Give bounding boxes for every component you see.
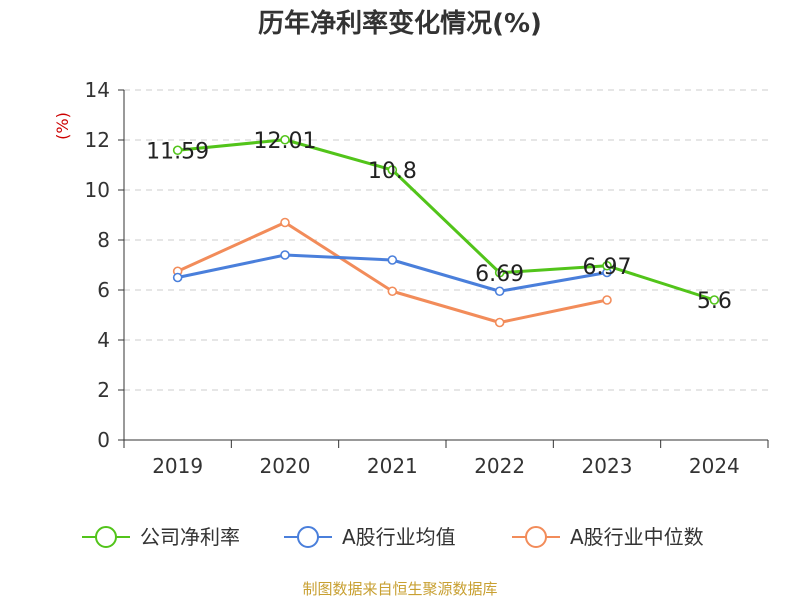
data-point (387, 165, 398, 175)
y-tick-label: 10 (85, 178, 110, 202)
y-axis-label: (%) (53, 112, 72, 140)
y-tick-label: 2 (97, 378, 110, 402)
data-label: 11.59 (146, 139, 209, 164)
y-tick-label: 6 (97, 278, 110, 302)
x-tick-label: 2023 (582, 454, 633, 478)
y-tick-label: 8 (97, 228, 110, 252)
data-point (172, 145, 183, 156)
data-labels: 11.59 12.01 10.8 6.69 6.97 5.6 (146, 129, 732, 314)
data-point (494, 286, 505, 297)
y-tick-label: 0 (97, 428, 110, 452)
data-point (387, 286, 398, 297)
legend[interactable]: 公司净利率 A股行业均值 A股行业中位数 (82, 525, 704, 549)
data-label: 12.01 (254, 129, 317, 154)
x-tick-label: 2022 (474, 454, 525, 478)
y-tick-label: 4 (97, 328, 110, 352)
x-tick-label: 2024 (689, 454, 740, 478)
x-tick-label: 2021 (367, 454, 418, 478)
series-line (177, 221, 608, 324)
legend-label: 公司净利率 (140, 525, 240, 549)
grid-lines (124, 89, 768, 391)
data-point (602, 295, 612, 305)
x-tick-label: 2020 (260, 454, 311, 478)
axes: 0 2 4 6 8 10 12 14 2019 2020 2021 2022 2023 2024 (85, 78, 769, 478)
data-label: 6.97 (583, 255, 632, 280)
series-lines (172, 134, 720, 328)
data-point (494, 267, 505, 278)
data-point (387, 255, 398, 265)
data-point (280, 134, 290, 145)
data-label: 10.8 (368, 159, 417, 184)
data-point (709, 295, 720, 305)
data-point (602, 260, 612, 271)
legend-label: A股行业中位数 (570, 525, 704, 549)
y-tick-label: 14 (85, 78, 110, 102)
legend-item[interactable]: 公司净利率 (82, 525, 240, 549)
data-point (172, 272, 183, 283)
chart-title: 历年净利率变化情况(%) (258, 8, 542, 39)
x-tick-label: 2019 (152, 454, 203, 478)
legend-item[interactable]: A股行业均值 (284, 525, 456, 549)
source-note: 制图数据来自恒生聚源数据库 (302, 580, 497, 598)
y-tick-label: 12 (85, 128, 110, 152)
series-line (177, 138, 715, 302)
data-point (280, 217, 290, 228)
legend-marker (297, 526, 319, 548)
legend-marker (525, 526, 547, 548)
legend-item[interactable]: A股行业中位数 (512, 525, 704, 549)
data-label: 5.6 (697, 289, 732, 314)
legend-marker (95, 526, 117, 548)
data-point (494, 317, 505, 328)
legend-label: A股行业均值 (342, 525, 456, 549)
data-label: 6.69 (475, 262, 524, 287)
data-point (280, 250, 290, 260)
